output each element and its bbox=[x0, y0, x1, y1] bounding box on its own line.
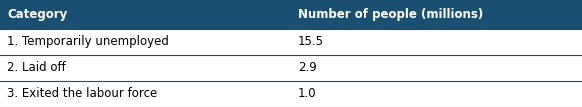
Bar bbox=[0, 55, 582, 81]
Text: Number of people (millions): Number of people (millions) bbox=[298, 8, 483, 21]
Text: 1. Temporarily unemployed: 1. Temporarily unemployed bbox=[7, 35, 169, 48]
Text: Category: Category bbox=[7, 8, 68, 21]
Bar bbox=[0, 81, 582, 107]
Text: 15.5: 15.5 bbox=[298, 35, 324, 48]
Text: 1.0: 1.0 bbox=[298, 88, 317, 100]
Bar bbox=[0, 29, 582, 55]
Bar bbox=[0, 0, 582, 29]
Text: 3. Exited the labour force: 3. Exited the labour force bbox=[7, 88, 157, 100]
Text: 2.9: 2.9 bbox=[298, 61, 317, 74]
Text: 2. Laid off: 2. Laid off bbox=[7, 61, 66, 74]
